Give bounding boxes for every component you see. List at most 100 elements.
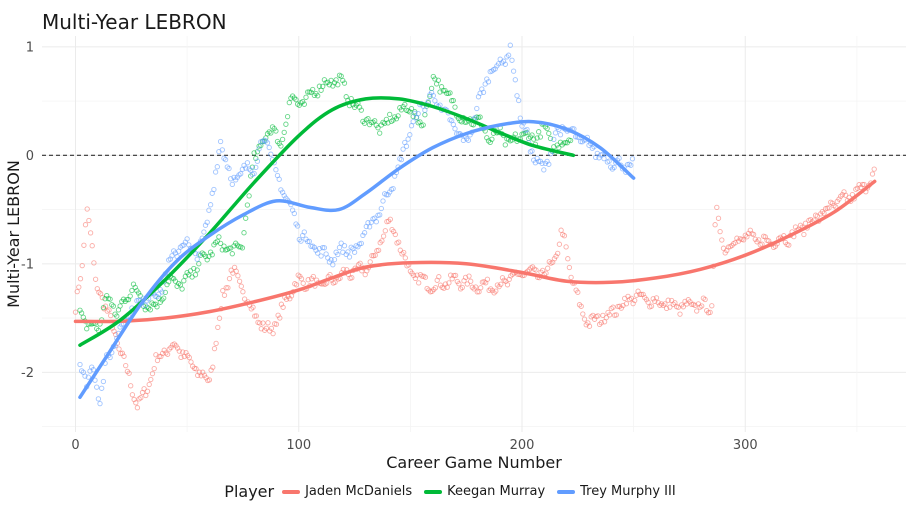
data-point <box>367 259 373 265</box>
data-point <box>578 303 584 309</box>
data-point <box>270 330 276 337</box>
data-point <box>81 242 87 248</box>
data-point <box>106 307 112 313</box>
data-point <box>166 346 172 352</box>
data-point <box>537 134 544 140</box>
data-point <box>216 234 222 240</box>
data-point <box>84 326 90 332</box>
data-point <box>650 296 656 302</box>
data-point <box>220 287 226 294</box>
data-point <box>480 89 487 96</box>
data-point <box>305 277 311 283</box>
data-point <box>126 370 132 376</box>
data-point <box>276 176 282 182</box>
data-point <box>638 291 645 298</box>
data-point <box>253 155 259 162</box>
data-point <box>416 280 422 286</box>
data-point <box>127 293 133 299</box>
data-point <box>137 293 143 299</box>
data-point <box>360 232 366 239</box>
data-point <box>121 353 127 359</box>
data-point <box>192 250 199 257</box>
data-point <box>432 76 438 82</box>
data-point <box>301 229 307 235</box>
data-point <box>142 302 148 309</box>
data-point <box>801 231 807 238</box>
data-point <box>233 268 239 274</box>
data-point <box>524 126 530 133</box>
data-point <box>358 240 364 247</box>
data-point <box>756 237 762 243</box>
data-point <box>241 230 247 236</box>
data-point <box>380 198 386 204</box>
data-point <box>266 144 272 151</box>
data-point <box>595 313 601 319</box>
data-point <box>90 367 96 373</box>
data-point <box>591 316 598 322</box>
data-point <box>536 129 542 135</box>
data-point <box>432 285 439 291</box>
data-point <box>509 57 515 63</box>
data-point <box>478 285 484 291</box>
data-point <box>373 219 379 225</box>
data-point <box>821 210 827 216</box>
data-point <box>151 365 157 372</box>
data-point <box>355 244 361 250</box>
data-point <box>321 245 328 251</box>
data-point <box>398 156 405 163</box>
data-point <box>87 230 94 236</box>
data-point <box>632 297 638 304</box>
data-point <box>298 238 304 244</box>
data-point <box>196 251 202 257</box>
data-point <box>472 115 478 121</box>
data-point <box>412 110 418 117</box>
data-point <box>169 253 175 259</box>
data-point <box>387 111 393 118</box>
data-point <box>547 135 554 142</box>
data-point <box>188 359 194 365</box>
data-point <box>201 229 207 235</box>
data-point <box>141 386 147 392</box>
data-point <box>149 370 156 377</box>
data-point <box>510 68 517 74</box>
data-point <box>372 118 378 124</box>
data-point <box>335 251 341 258</box>
data-point <box>473 284 479 290</box>
data-point <box>306 238 312 245</box>
data-point <box>566 264 573 271</box>
data-point <box>372 252 378 258</box>
data-point <box>298 276 305 282</box>
data-point <box>286 99 292 106</box>
data-point <box>315 250 321 256</box>
data-point <box>331 256 338 263</box>
data-point <box>194 256 200 262</box>
data-point <box>534 135 540 141</box>
data-point <box>400 146 406 152</box>
data-point <box>655 299 661 306</box>
data-point <box>507 42 513 48</box>
data-point <box>712 222 718 228</box>
data-point <box>221 155 227 161</box>
legend-item: Keegan Murray <box>424 484 545 499</box>
smooth-line-jaden-mcdaniels <box>73 179 877 324</box>
data-point <box>243 215 249 221</box>
data-point <box>859 181 866 188</box>
data-point <box>335 82 341 88</box>
data-point <box>699 303 705 309</box>
data-point <box>512 77 518 83</box>
data-point <box>148 376 154 383</box>
x-axis-title: Career Game Number <box>386 453 562 472</box>
data-point <box>715 215 722 221</box>
data-point <box>719 237 725 243</box>
legend-label: Keegan Murray <box>447 484 546 499</box>
data-point <box>533 267 539 273</box>
data-point <box>92 276 99 282</box>
data-point <box>268 151 274 157</box>
data-point <box>351 249 358 255</box>
x-tick-label: 100 <box>286 438 311 453</box>
data-point <box>278 143 284 149</box>
data-point <box>486 287 492 294</box>
data-point <box>210 364 216 370</box>
data-point <box>802 220 809 226</box>
